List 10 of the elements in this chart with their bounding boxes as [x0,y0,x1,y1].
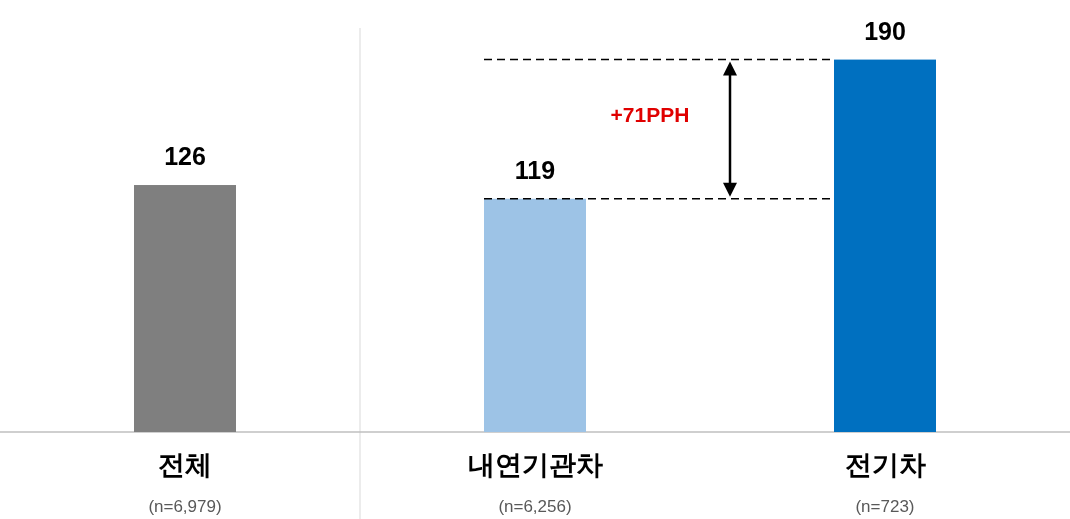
annotation: +71PPH [610,103,690,127]
data-label: 190 [864,16,906,45]
data-label: 119 [514,155,556,184]
x-tick-label: 내연기관차 [467,450,603,480]
x-tick-label: 전기차 [844,450,926,480]
data-label: 126 [164,142,206,171]
text: (n=6,256) [498,497,572,516]
text: (n=723) [855,497,915,516]
x-tick-label: 전체 [158,450,212,480]
text: (n=6,979) [148,497,222,516]
